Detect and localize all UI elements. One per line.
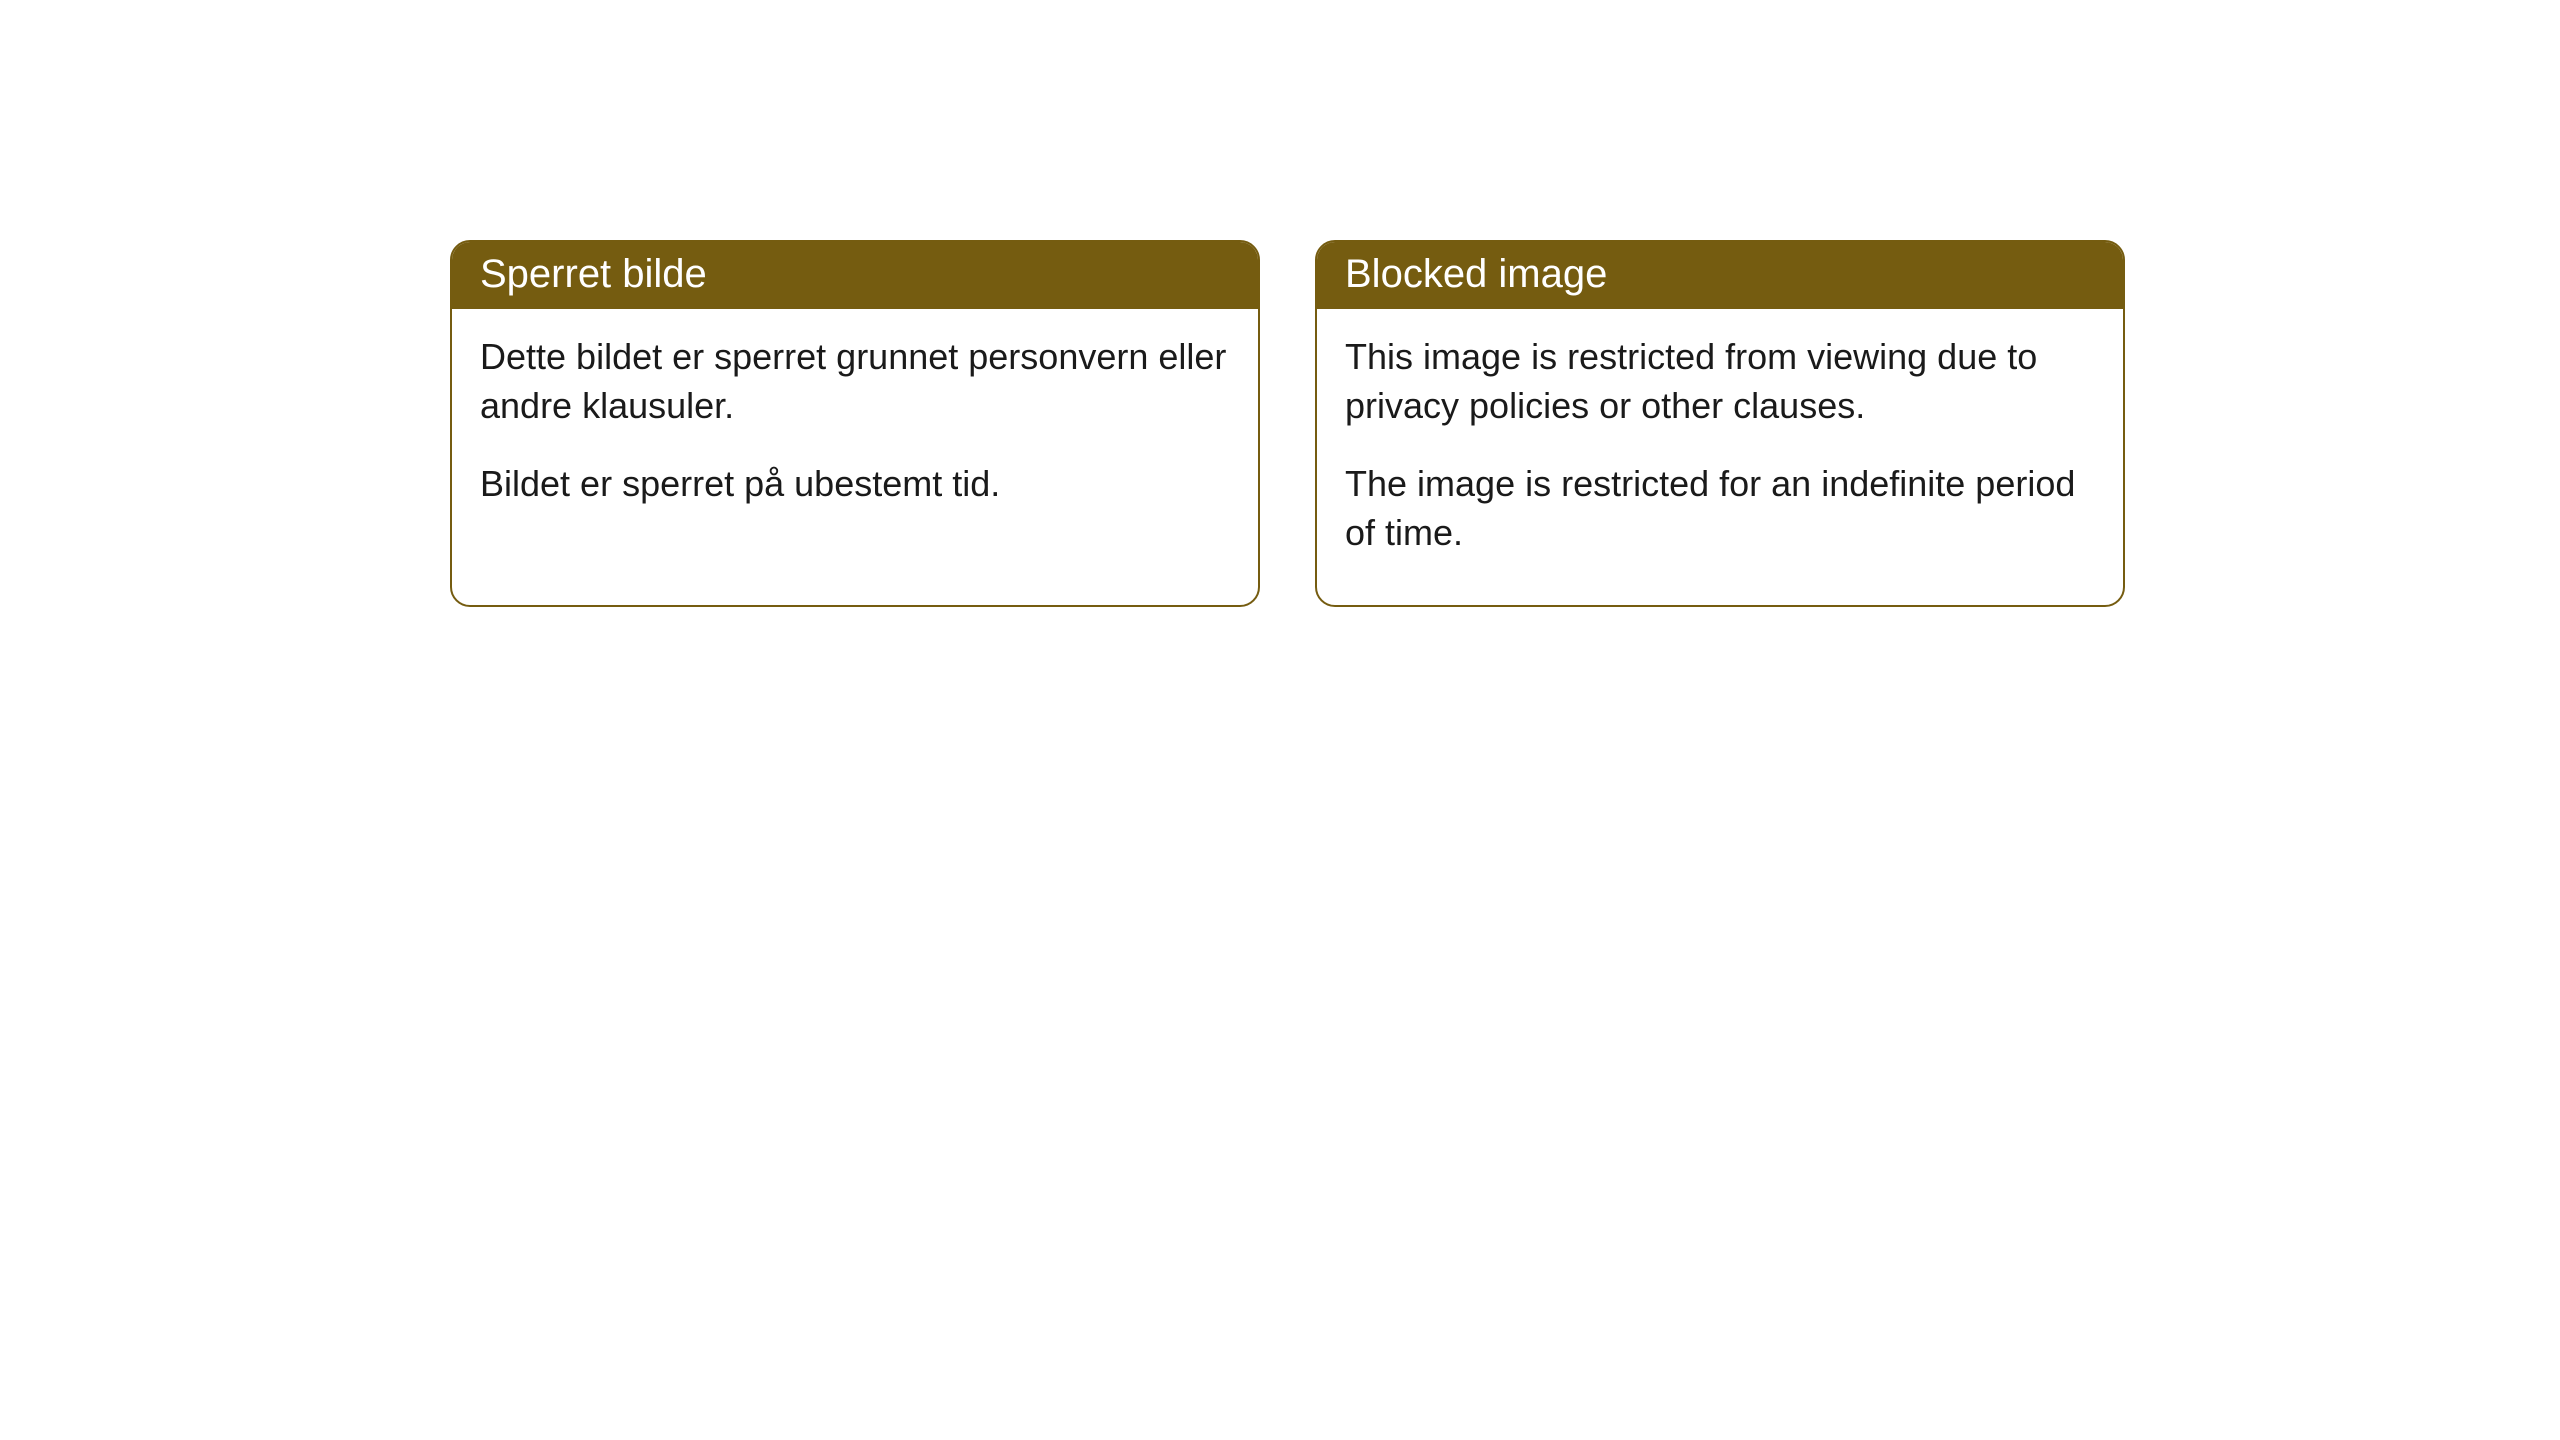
notice-text-norwegian-2: Bildet er sperret på ubestemt tid. bbox=[480, 460, 1230, 509]
notice-text-norwegian-1: Dette bildet er sperret grunnet personve… bbox=[480, 333, 1230, 430]
notice-text-english-2: The image is restricted for an indefinit… bbox=[1345, 460, 2095, 557]
notice-cards-container: Sperret bilde Dette bildet er sperret gr… bbox=[0, 0, 2560, 607]
card-header-english: Blocked image bbox=[1317, 242, 2123, 309]
notice-text-english-1: This image is restricted from viewing du… bbox=[1345, 333, 2095, 430]
blocked-image-card-english: Blocked image This image is restricted f… bbox=[1315, 240, 2125, 607]
card-header-norwegian: Sperret bilde bbox=[452, 242, 1258, 309]
card-body-norwegian: Dette bildet er sperret grunnet personve… bbox=[452, 309, 1258, 557]
blocked-image-card-norwegian: Sperret bilde Dette bildet er sperret gr… bbox=[450, 240, 1260, 607]
card-body-english: This image is restricted from viewing du… bbox=[1317, 309, 2123, 605]
